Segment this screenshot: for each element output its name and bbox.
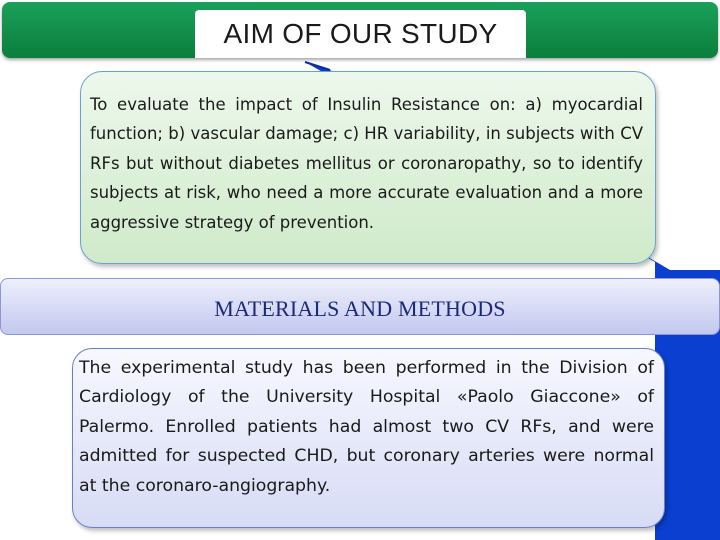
aim-text-box: To evaluate the impact of Insulin Resist…: [80, 71, 656, 264]
section-title: MATERIALS AND METHODS: [214, 295, 506, 321]
section-header-bar: MATERIALS AND METHODS: [0, 278, 720, 335]
methods-paragraph: The experimental study has been performe…: [79, 358, 654, 496]
methods-text-box: The experimental study has been performe…: [72, 348, 665, 528]
aim-paragraph: To evaluate the impact of Insulin Resist…: [90, 95, 643, 232]
title-bar: AIM OF OUR STUDY: [2, 2, 718, 58]
page-title: AIM OF OUR STUDY: [223, 18, 498, 49]
title-tab: AIM OF OUR STUDY: [195, 10, 526, 58]
